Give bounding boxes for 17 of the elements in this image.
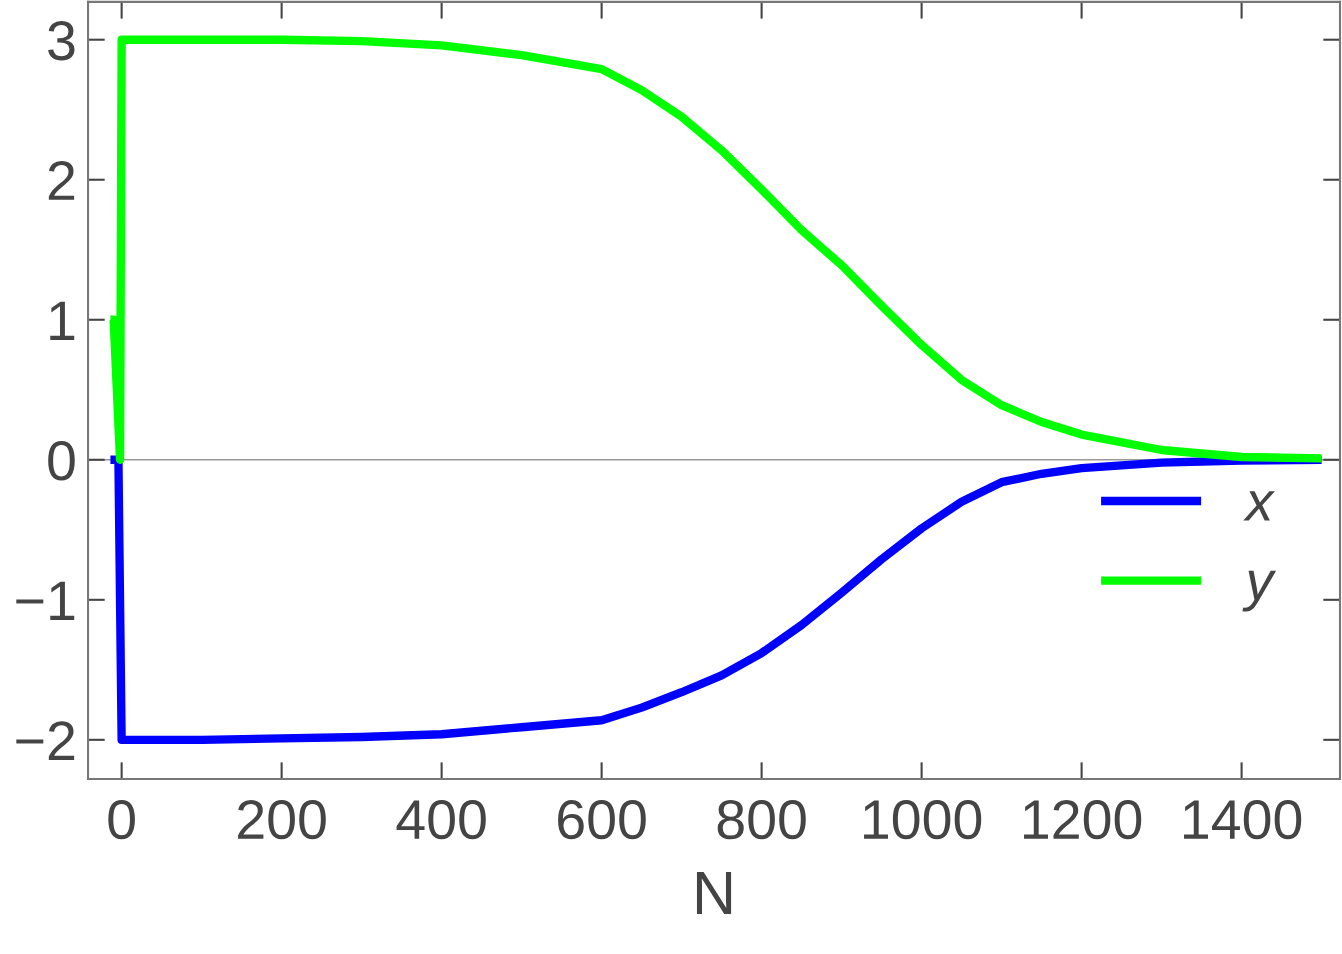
x-tick-label: 400 [396, 799, 486, 840]
y-tick-label: 3 [48, 21, 75, 61]
x-tick-label: 1200 [1024, 799, 1142, 840]
y-tick-label: 0 [48, 441, 75, 481]
x-tick-label: 800 [717, 799, 806, 840]
y-tick-label: 1 [50, 301, 75, 340]
x-tick-label: 600 [558, 799, 646, 840]
y-tick-label: −1 [16, 581, 75, 620]
legend-label: y [1242, 570, 1277, 612]
x-tick-label: 200 [238, 799, 326, 840]
x-tick-label: 1400 [1184, 799, 1302, 840]
x-tick-label: 0 [108, 799, 135, 840]
y-tick-label: −2 [16, 721, 75, 760]
x-tick-label: 1000 [864, 799, 982, 840]
legend-label: x [1243, 491, 1275, 521]
x-axis-title: N [696, 871, 732, 914]
y-tick-label: 2 [48, 161, 75, 200]
